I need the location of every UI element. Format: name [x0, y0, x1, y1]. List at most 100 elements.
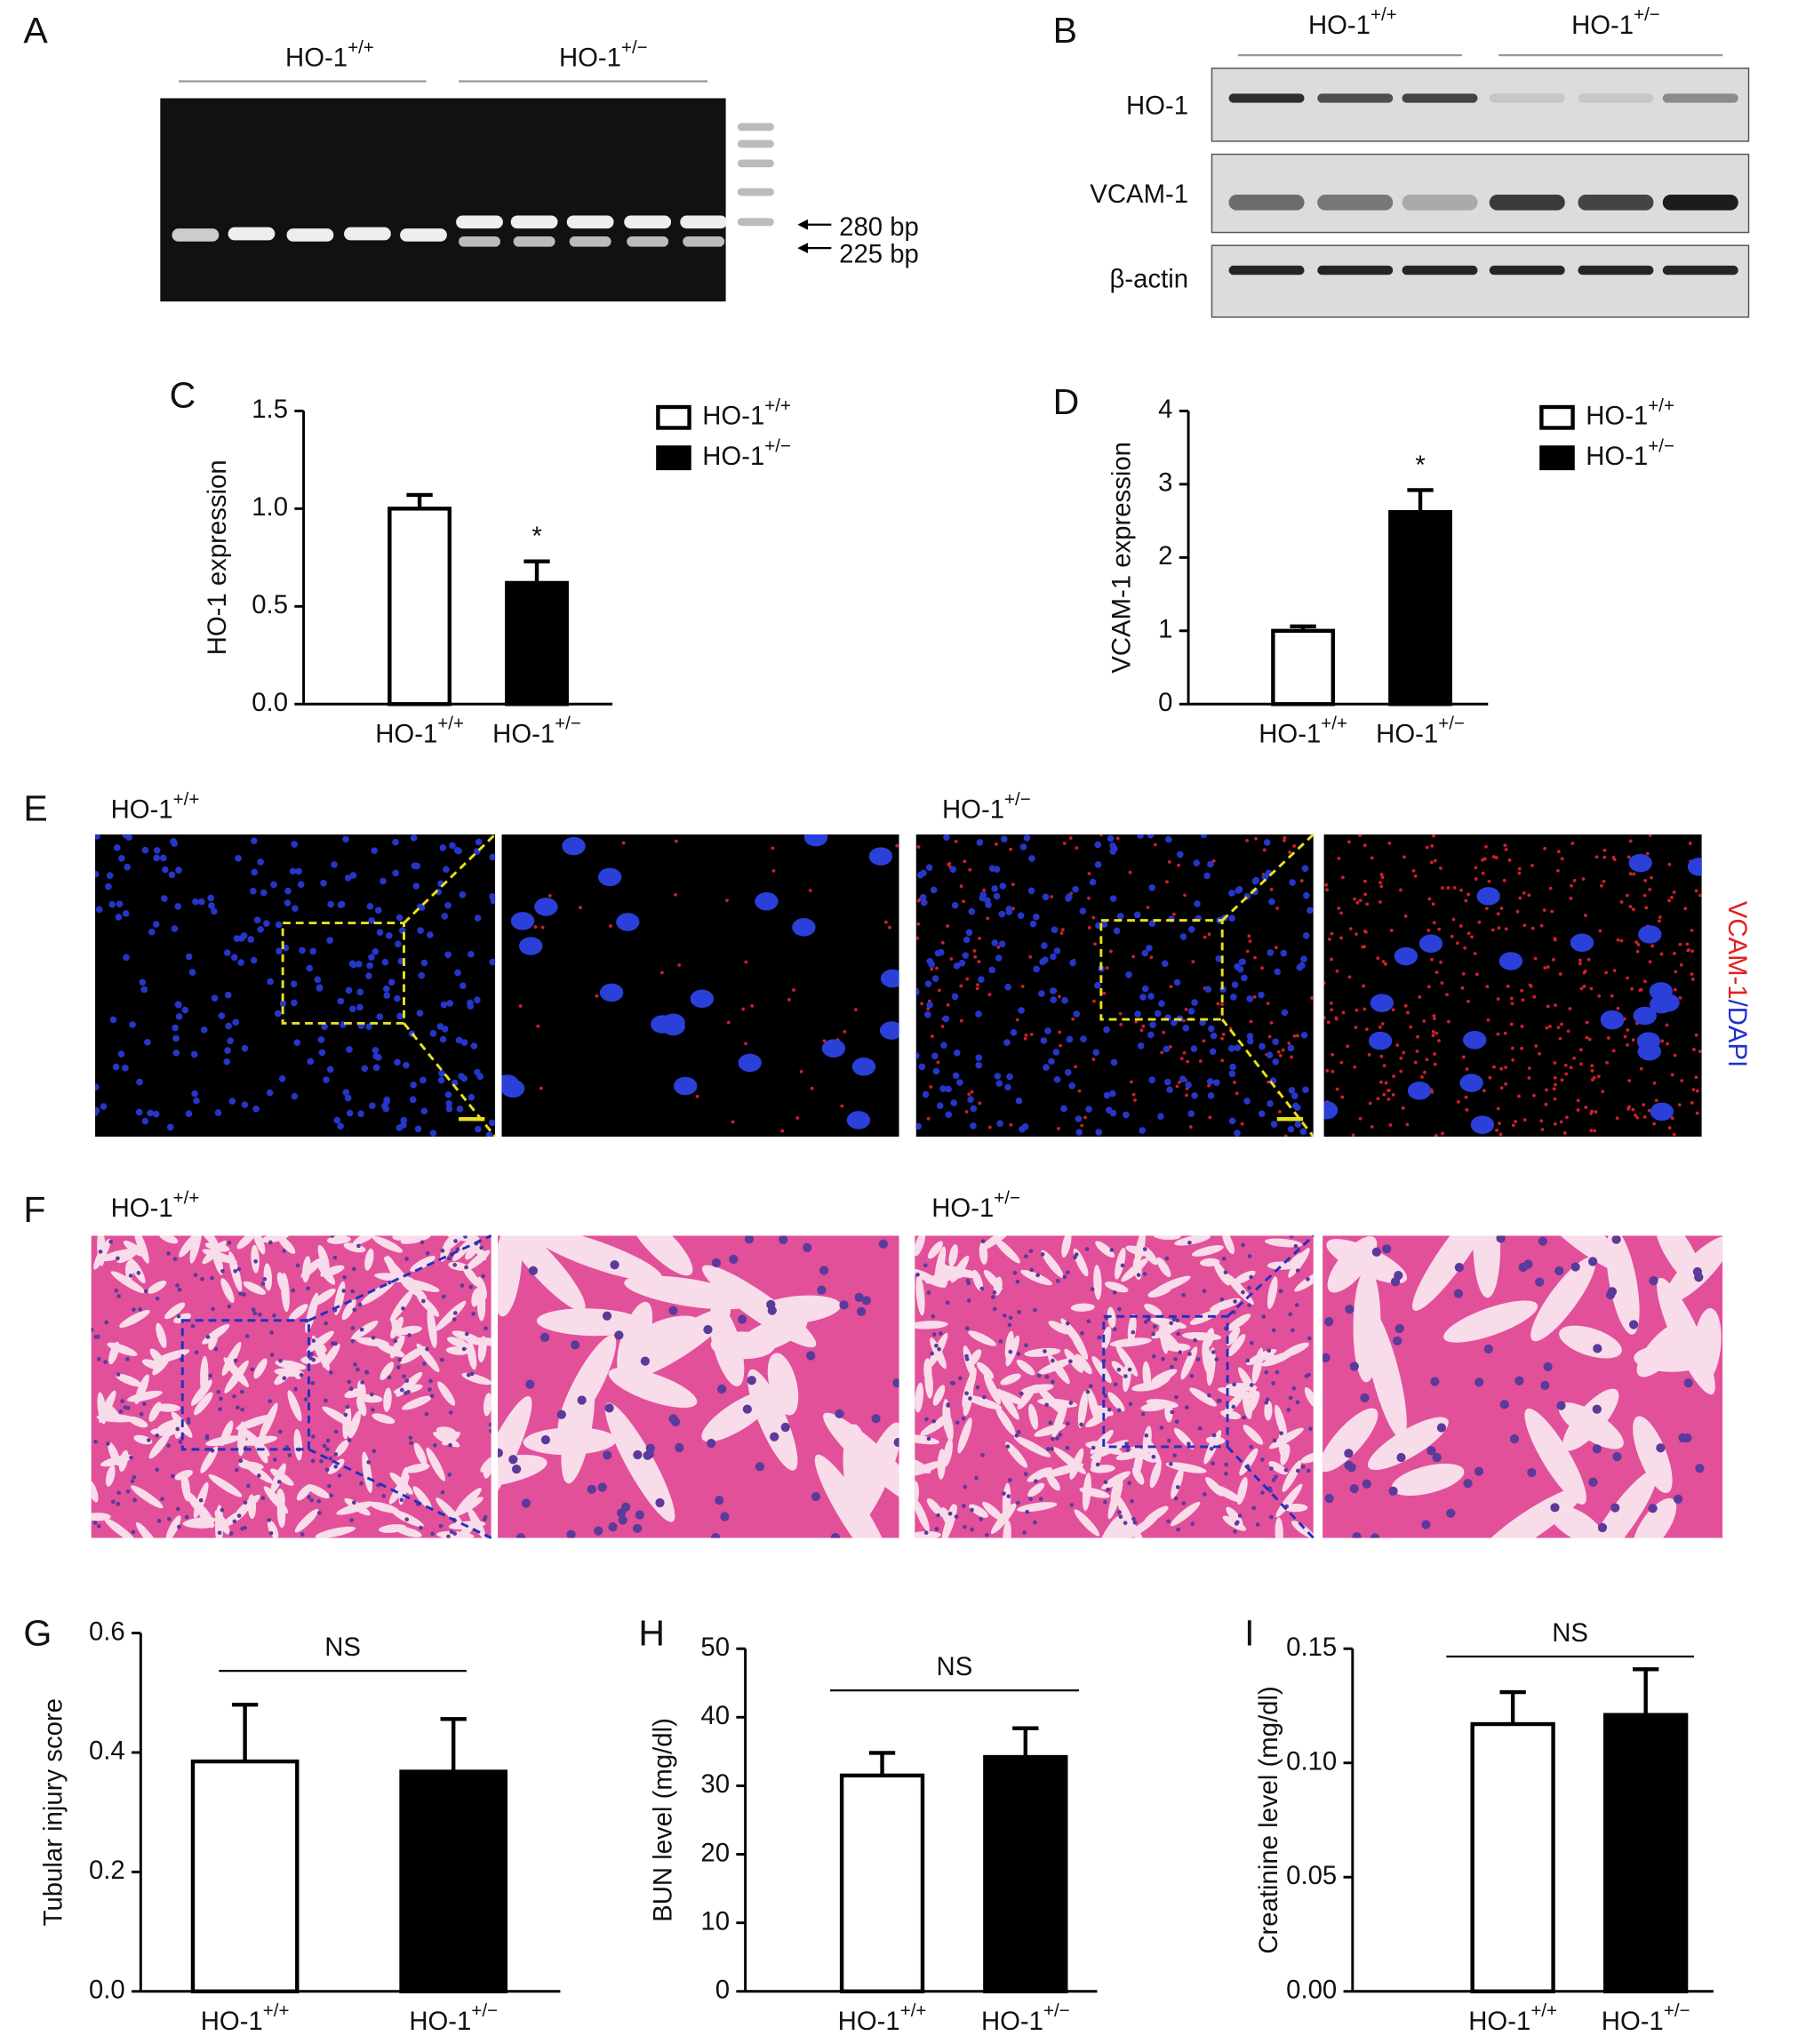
- red-signal: [1363, 879, 1367, 883]
- nucleus: [803, 834, 828, 847]
- cell-nucleus: [125, 1357, 130, 1361]
- nucleus: [1228, 890, 1235, 897]
- cell-nucleus: [525, 1379, 535, 1389]
- cell-nucleus: [322, 1443, 327, 1449]
- y-tick-label: 20: [700, 1838, 730, 1867]
- cell-nucleus: [461, 1346, 467, 1352]
- nucleus: [1179, 933, 1187, 940]
- image-label: HO-1+/−: [942, 789, 1031, 824]
- cell-nucleus: [236, 1513, 242, 1518]
- lumen: [416, 1343, 440, 1372]
- red-signal: [1504, 1066, 1507, 1069]
- cell-nucleus: [1241, 1242, 1245, 1248]
- red-signal: [1391, 1008, 1395, 1012]
- cell-nucleus: [1189, 1373, 1195, 1378]
- red-signal: [1233, 1081, 1236, 1084]
- lumen: [351, 1320, 379, 1340]
- cell-nucleus: [425, 1346, 429, 1352]
- nucleus: [1094, 861, 1102, 868]
- nucleus: [443, 866, 450, 874]
- nucleus: [1246, 1033, 1254, 1040]
- cell-nucleus: [1142, 1272, 1147, 1276]
- red-signal: [930, 967, 934, 971]
- red-signal: [1362, 843, 1367, 848]
- cell-nucleus: [1195, 1357, 1201, 1361]
- lumen: [983, 1372, 1002, 1405]
- red-signal: [1083, 1115, 1087, 1120]
- red-signal: [1208, 1115, 1212, 1120]
- cell-nucleus: [232, 1519, 237, 1524]
- nucleus: [1266, 1051, 1274, 1059]
- red-signal: [1247, 934, 1251, 938]
- lumen: [1115, 1449, 1147, 1461]
- cell-nucleus: [1035, 1273, 1041, 1278]
- red-signal: [1411, 868, 1416, 873]
- lumen: [294, 1508, 319, 1533]
- lumen: [1107, 1306, 1116, 1329]
- nucleus: [366, 903, 374, 910]
- cell-nucleus: [1185, 1405, 1189, 1409]
- lumen: [462, 1265, 481, 1288]
- category-label: HO-1+/+: [1259, 714, 1347, 748]
- lumen: [148, 1433, 171, 1459]
- red-signal: [1610, 994, 1614, 998]
- lumen: [334, 1440, 349, 1457]
- red-signal: [1619, 900, 1624, 904]
- cell-nucleus: [1286, 1408, 1291, 1412]
- nucleus: [366, 962, 373, 970]
- cell-nucleus: [404, 1378, 410, 1384]
- nucleus: [309, 947, 317, 955]
- cell-nucleus: [587, 1484, 596, 1495]
- nucleus: [1141, 985, 1149, 993]
- nucleus: [851, 1057, 876, 1076]
- red-signal: [660, 970, 664, 975]
- red-signal: [1169, 1044, 1172, 1049]
- red-signal: [978, 1101, 982, 1106]
- red-signal: [1527, 893, 1531, 898]
- cell-nucleus: [1496, 1235, 1506, 1243]
- lumen: [307, 1484, 331, 1499]
- red-signal: [609, 924, 612, 928]
- cell-nucleus: [447, 1473, 452, 1477]
- lumen: [1101, 1326, 1112, 1350]
- cell-nucleus: [974, 1475, 979, 1481]
- nucleus: [1267, 949, 1275, 956]
- nucleus: [1476, 887, 1500, 906]
- nucleus: [257, 926, 264, 933]
- nucleus: [1027, 887, 1035, 895]
- gel-band: [344, 227, 391, 241]
- cell-nucleus: [93, 1439, 98, 1444]
- nucleus: [1113, 927, 1121, 935]
- nucleus: [117, 1050, 125, 1058]
- cell-nucleus: [963, 1484, 968, 1489]
- cell-nucleus: [309, 1497, 315, 1503]
- red-signal: [1337, 856, 1341, 860]
- red-signal: [843, 1030, 847, 1034]
- nucleus: [369, 1102, 376, 1110]
- nucleus: [1148, 1076, 1156, 1084]
- red-signal: [1460, 986, 1465, 990]
- nucleus: [153, 854, 160, 862]
- nucleus: [175, 1013, 183, 1020]
- cell-nucleus: [269, 1330, 274, 1335]
- cell-nucleus: [992, 1306, 997, 1312]
- nucleus: [1261, 874, 1269, 881]
- cell-nucleus: [1446, 1508, 1456, 1518]
- lumen: [267, 1520, 279, 1538]
- cell-nucleus: [227, 1241, 232, 1245]
- red-signal: [1334, 1017, 1339, 1021]
- lumen: [1027, 1482, 1045, 1497]
- cell-nucleus: [1171, 1317, 1177, 1322]
- zoom-line: [308, 1448, 492, 1539]
- cell-nucleus: [1016, 1430, 1021, 1434]
- lumen: [969, 1349, 982, 1366]
- red-signal: [1335, 969, 1339, 973]
- nucleus: [95, 834, 100, 840]
- nucleus: [991, 939, 999, 946]
- red-signal: [1520, 988, 1524, 993]
- nucleus: [175, 866, 182, 874]
- nucleus: [923, 1010, 931, 1018]
- lumen: [446, 1337, 469, 1348]
- y-tick-label: 0: [715, 1976, 730, 2005]
